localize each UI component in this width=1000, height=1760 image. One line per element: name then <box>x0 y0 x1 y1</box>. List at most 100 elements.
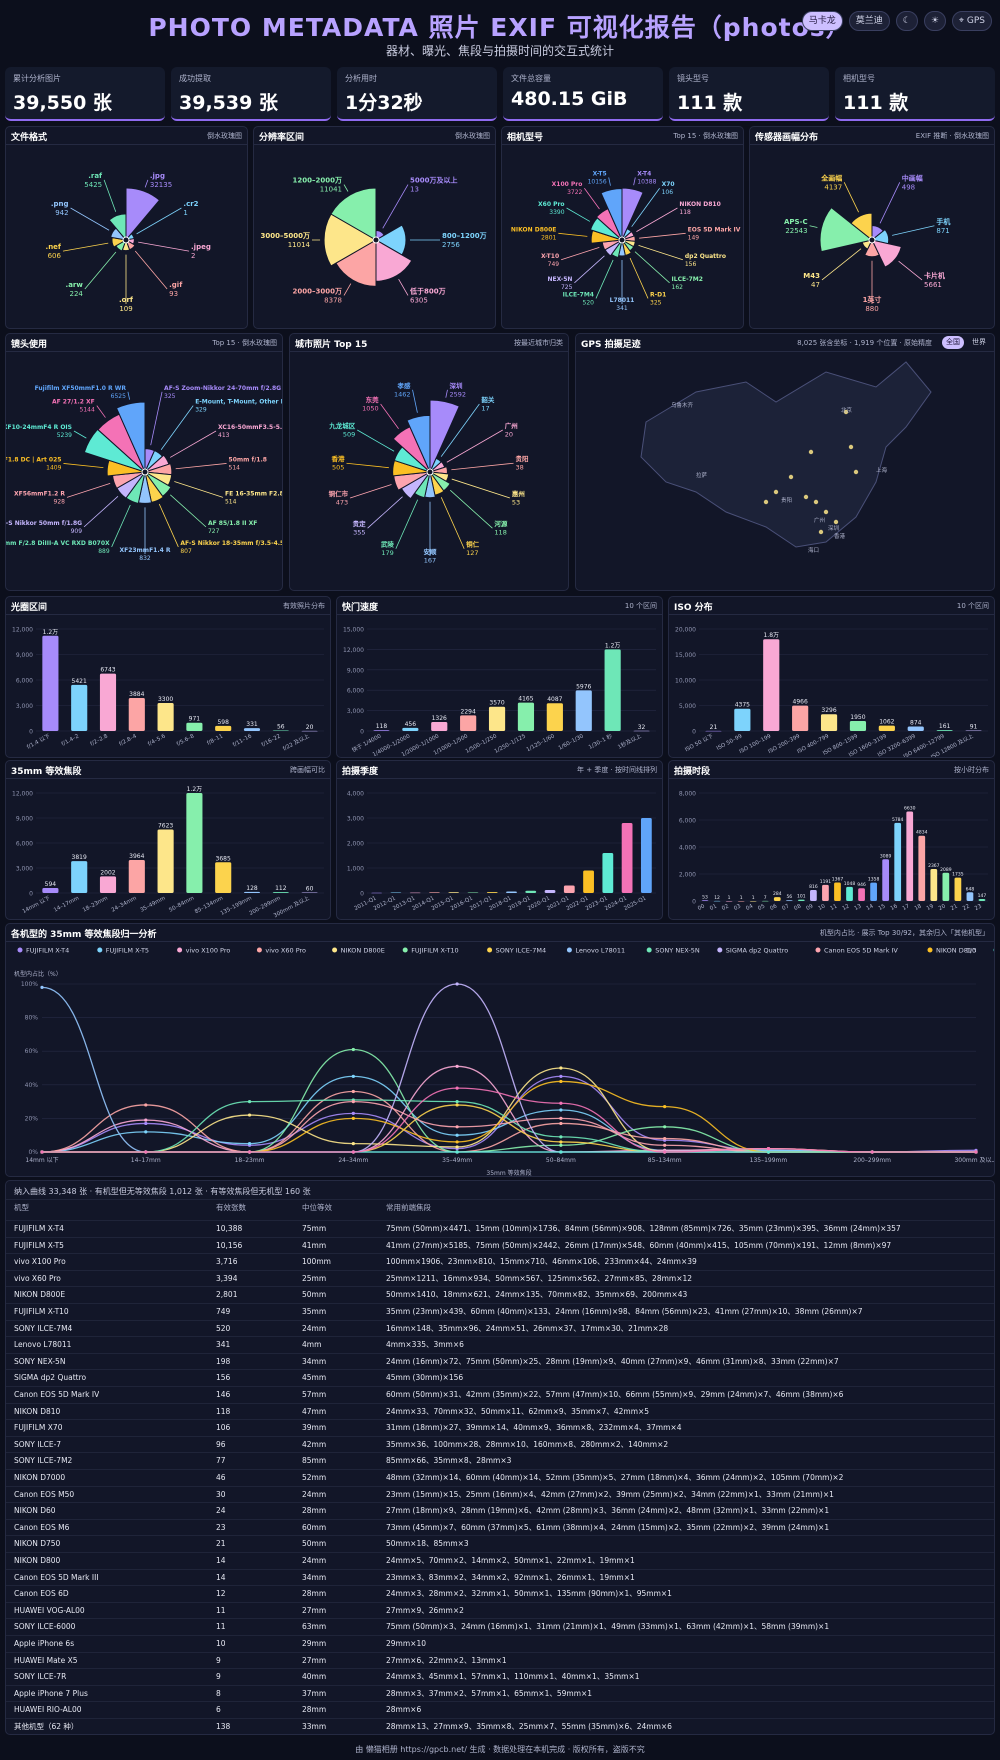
legend-item[interactable]: FUJIFILM X70 <box>993 947 996 955</box>
table-cell: 24mm×3、28mm×2、32mm×1、50mm×1、135mm (90mm)… <box>386 1589 672 1599</box>
data-label: 331 <box>246 721 258 728</box>
bar <box>965 730 982 732</box>
slice-value: 2801 <box>541 234 556 241</box>
series-point <box>766 1147 771 1151</box>
data-label: 2002 <box>100 869 115 876</box>
bar <box>846 886 853 901</box>
legend-item[interactable]: SONY NEX-5N <box>646 947 700 955</box>
slice-label: AF-S Nikkor 50mm f/1.8G <box>6 520 82 527</box>
slice-value: 3722 <box>567 189 582 196</box>
slice-value: 514 <box>225 498 237 505</box>
slice-value: 11041 <box>320 186 342 194</box>
map-world-button[interactable]: 世界 <box>972 338 986 346</box>
legend-item[interactable]: FUJIFILM X-T5 <box>97 947 149 955</box>
x-tick-label: 300mm 及以上 <box>954 1156 995 1164</box>
legend-item[interactable]: FUJIFILM X-T10 <box>402 947 459 955</box>
bar <box>272 892 289 893</box>
x-tick-label: 1/500–1/250 <box>465 733 499 755</box>
series-line <box>41 1087 976 1153</box>
table-cell: 29mm <box>302 1639 327 1648</box>
slice-label: AF 27/1.2 XF <box>52 399 95 406</box>
bar <box>749 900 757 902</box>
light-mode-icon[interactable]: ☀ <box>923 11 946 31</box>
legend-item[interactable]: Lenovo L78011 <box>566 947 625 955</box>
hour-bar-chart: 02,0004,0006,0008,0005300120110210310470… <box>679 791 988 912</box>
table-cell: 138 <box>216 1722 231 1731</box>
slice-value: 355 <box>353 529 365 537</box>
slice-value: 606 <box>48 252 62 260</box>
legend-item[interactable]: vivo X60 Pro <box>256 947 306 955</box>
series-point <box>144 1130 148 1134</box>
photo-pin <box>813 499 819 505</box>
y-tick-label: 6,000 <box>16 678 33 685</box>
x-tick-label: f/1.4–2 <box>61 733 80 747</box>
y-tick-label: 12,000 <box>12 627 33 634</box>
legend-item[interactable]: SONY ILCE-7M4 <box>487 947 546 955</box>
table-cell: 23mm×3、83mm×2、34mm×2、92mm×1、26mm×1、19mm×… <box>386 1572 635 1582</box>
data-label: 1048 <box>844 881 856 887</box>
series-point <box>351 1150 355 1154</box>
bar <box>99 673 117 731</box>
kpi-label: 镜头型号 <box>677 74 709 83</box>
legend-label: vivo X60 Pro <box>265 947 306 955</box>
table-cell: vivo X60 Pro <box>14 1273 61 1283</box>
x-tick-label: 2025-Q1 <box>623 895 647 912</box>
map-china-button[interactable]: 全国 <box>942 336 964 349</box>
bar <box>878 725 895 731</box>
x-tick-label: 20 <box>938 903 947 912</box>
bar <box>810 889 817 901</box>
theme-macaron-button[interactable]: 马卡龙 <box>801 11 843 31</box>
series-point <box>455 1140 459 1144</box>
table-cell: 47mm <box>302 1406 327 1416</box>
table-cell: 28mm×13、27mm×9、35mm×8、25mm×7、55mm (35mm)… <box>386 1722 672 1731</box>
slice-label: 铜仁市 <box>329 489 349 498</box>
legend-label: SIGMA dp2 Quattro <box>726 947 789 955</box>
leader-line <box>412 389 418 413</box>
bar <box>858 888 865 901</box>
bar <box>734 708 751 731</box>
legend-item[interactable]: FUJIFILM X-T4 <box>17 947 70 955</box>
slice-value: 127 <box>466 549 478 557</box>
bar <box>71 861 88 893</box>
leader-line <box>103 179 117 212</box>
legend-item[interactable]: vivo X100 Pro <box>177 947 230 955</box>
rose-slice <box>864 238 880 258</box>
table-cell: 10,156 <box>216 1240 243 1250</box>
legend-item[interactable]: SIGMA dp2 Quattro <box>717 947 788 955</box>
x-tick-label: 16 <box>890 903 899 912</box>
table-cell: 2,801 <box>216 1290 238 1300</box>
y-tick-label: 20,000 <box>675 627 696 634</box>
table-cell: 52mm <box>302 1473 327 1482</box>
legend-item[interactable]: Canon EOS 5D Mark IV <box>815 947 899 955</box>
slice-label: 贵定 <box>353 519 367 528</box>
table-cell: 60mm (50mm)×31、42mm (35mm)×22、57mm (47mm… <box>386 1390 844 1399</box>
table-cell: 27mm <box>302 1605 327 1615</box>
bar <box>737 900 745 902</box>
series-point <box>974 1150 978 1154</box>
table-cell: HUAWEI RIO-AL00 <box>14 1705 82 1715</box>
table-row: NIKON D60 24 28mm 27mm (18mm)×9、28mm (19mm)… <box>6 1502 994 1519</box>
panel-title: 拍摄季度 <box>342 767 379 777</box>
legend-item[interactable]: NIKON D800E <box>332 947 385 955</box>
leader-line <box>127 391 131 400</box>
series-point <box>247 1100 252 1104</box>
series-point <box>455 1150 459 1154</box>
legend-item[interactable]: NIKON D810 <box>927 947 977 955</box>
bar <box>467 892 479 893</box>
theme-morandi-button[interactable]: 莫兰迪 <box>848 11 890 31</box>
data-label: 2294 <box>461 708 476 715</box>
dark-mode-icon[interactable]: ☾ <box>895 11 918 31</box>
panel-note: 10 个区间 <box>624 602 657 610</box>
x-tick-label: 05 <box>757 903 766 912</box>
x-tick-label: 07 <box>781 903 790 912</box>
map-city-label: 北京 <box>841 406 853 414</box>
gps-button[interactable]: ⌖ GPS <box>951 11 992 31</box>
y-tick-label: 3,000 <box>347 708 364 715</box>
slice-value: 10156 <box>588 178 607 185</box>
table-row: HUAWEI Mate X5 9 27mm 27mm×6、22mm×2、13mm×1 <box>6 1651 994 1669</box>
data-label: 6743 <box>100 667 115 674</box>
y-tick-label: 9,000 <box>347 667 364 674</box>
table-cell: 29mm×10 <box>386 1639 426 1648</box>
